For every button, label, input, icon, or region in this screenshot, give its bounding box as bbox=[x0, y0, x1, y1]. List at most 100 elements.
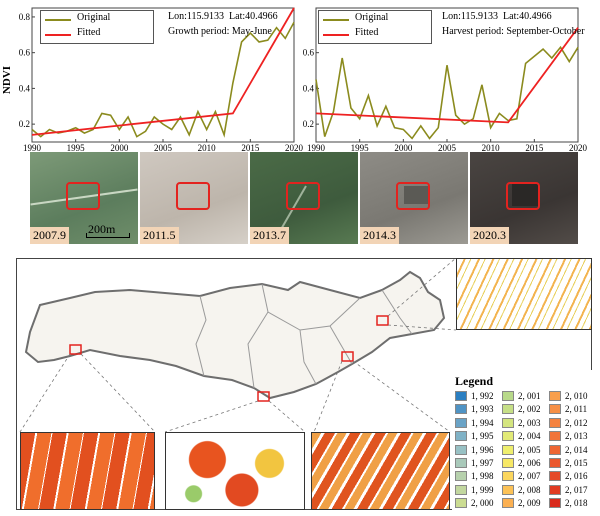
year-legend bbox=[452, 370, 592, 512]
x-tick-label: 2000 bbox=[394, 143, 413, 152]
chart-0-annotations: Original Fitted Lon:115.9133 Lat:40.4966… bbox=[40, 10, 310, 50]
legend-label: 2, 009 bbox=[518, 498, 541, 509]
chart-1-coords: Lon:115.9133 Lat:40.4966 bbox=[442, 11, 552, 22]
legend-swatch bbox=[549, 431, 561, 442]
zoom-inset-northeast bbox=[456, 258, 592, 330]
highlight-box bbox=[286, 182, 320, 210]
y-axis-label: NDVI bbox=[1, 66, 13, 94]
x-tick-label: 1995 bbox=[351, 143, 370, 152]
scale-bar-label: 200m bbox=[88, 222, 116, 236]
y-tick-label: 0.8 bbox=[19, 12, 31, 22]
legend-label: 1, 997 bbox=[471, 458, 494, 468]
legend-swatch bbox=[502, 391, 514, 401]
legend-swatch bbox=[502, 431, 514, 442]
y-tick-label: 0.6 bbox=[19, 48, 31, 58]
legend-fitted-label: Fitted bbox=[77, 27, 101, 38]
scale-bar: 200m bbox=[86, 222, 130, 240]
legend-label: 2, 004 bbox=[518, 431, 541, 442]
legend-label: 2, 001 bbox=[518, 391, 541, 401]
y-tick-label: 0.4 bbox=[19, 83, 31, 93]
highlight-box bbox=[396, 182, 430, 210]
fitted-line-swatch bbox=[323, 34, 349, 36]
dark-field bbox=[512, 184, 540, 206]
study-area-boundary bbox=[24, 270, 446, 400]
legend-label: 1, 992 bbox=[471, 391, 494, 401]
satellite-image-2007: 2007.9 bbox=[30, 152, 138, 244]
legend-label: 2, 007 bbox=[518, 471, 541, 482]
x-tick-label: 2020 bbox=[285, 143, 304, 152]
legend-label: 2, 011 bbox=[565, 404, 588, 415]
legend-swatch bbox=[502, 498, 514, 509]
legend-label: 2, 017 bbox=[565, 484, 588, 495]
chart-0-coords: Lon:115.9133 Lat:40.4966 bbox=[168, 11, 278, 22]
date-label: 2011.5 bbox=[140, 227, 179, 244]
original-series-line bbox=[31, 21, 295, 138]
scale-bar-tick bbox=[129, 233, 130, 238]
legend-label: 2, 018 bbox=[565, 498, 588, 509]
legend-swatch bbox=[455, 444, 467, 455]
lon-label: Lon:115.9133 bbox=[168, 11, 225, 22]
legend-label: 2, 002 bbox=[518, 404, 541, 415]
legend-swatch bbox=[549, 484, 561, 495]
x-tick-label: 2010 bbox=[198, 143, 217, 152]
district-boundary bbox=[329, 325, 353, 365]
x-tick-label: 1995 bbox=[67, 143, 86, 152]
highlight-box bbox=[506, 182, 540, 210]
legend-swatch bbox=[502, 404, 514, 415]
date-label: 2013.7 bbox=[250, 227, 289, 244]
date-label: 2007.9 bbox=[30, 227, 69, 244]
y-tick-label: 0.2 bbox=[303, 119, 314, 129]
location-marker bbox=[341, 351, 354, 362]
legend-swatch bbox=[549, 471, 561, 482]
zoom-inset-west bbox=[20, 432, 155, 510]
highlight-box bbox=[66, 182, 100, 210]
legend-swatch bbox=[549, 458, 561, 468]
legend-swatch bbox=[549, 391, 561, 401]
chart-1-annotations: Original Fitted Lon:115.9133 Lat:40.4966… bbox=[318, 10, 588, 50]
legend-label: 1, 998 bbox=[471, 471, 494, 482]
district-boundary bbox=[195, 295, 207, 377]
legend-label: 2, 013 bbox=[565, 431, 588, 442]
legend-label: 2, 000 bbox=[471, 498, 494, 509]
satellite-image-2014: 2014.3 bbox=[360, 152, 468, 244]
lon-label: Lon:115.9133 bbox=[442, 11, 499, 22]
x-tick-label: 2015 bbox=[241, 143, 260, 152]
legend-fitted-label: Fitted bbox=[355, 27, 379, 38]
location-marker bbox=[376, 315, 389, 326]
period-label: Growth period: May-June bbox=[168, 26, 272, 37]
district-boundary bbox=[247, 311, 269, 389]
legend-swatch bbox=[502, 471, 514, 482]
legend-label: 1, 994 bbox=[471, 417, 494, 428]
legend-label: 2, 016 bbox=[565, 471, 588, 482]
legend-swatch bbox=[455, 471, 467, 482]
original-line-swatch bbox=[323, 19, 349, 21]
zoom-inset-south bbox=[165, 432, 305, 510]
district-boundary bbox=[381, 289, 413, 335]
legend-swatch bbox=[549, 498, 561, 509]
location-marker bbox=[69, 344, 82, 355]
lat-label: Lat:40.4966 bbox=[229, 11, 278, 22]
satellite-image-2020: 2020.3 bbox=[470, 152, 578, 244]
fitted-series-line bbox=[31, 7, 295, 136]
satellite-image-2011: 2011.5 bbox=[140, 152, 248, 244]
chart-1-legend: Original Fitted bbox=[318, 10, 432, 44]
legend-title: Legend bbox=[455, 374, 494, 388]
legend-label: 2, 006 bbox=[518, 458, 541, 468]
legend-label: 2, 008 bbox=[518, 484, 541, 495]
legend-label: 1, 996 bbox=[471, 444, 494, 455]
scale-bar-line bbox=[86, 237, 130, 238]
scale-bar-tick bbox=[86, 233, 87, 238]
y-tick-label: 0.6 bbox=[303, 48, 315, 58]
legend-swatch bbox=[455, 391, 467, 401]
legend-swatch bbox=[549, 417, 561, 428]
fitted-series-line bbox=[315, 27, 579, 124]
legend-label: 1, 993 bbox=[471, 404, 494, 415]
legend-label: 1, 995 bbox=[471, 431, 494, 442]
legend-original-label: Original bbox=[77, 12, 111, 23]
x-tick-label: 1990 bbox=[307, 143, 326, 152]
legend-swatch bbox=[549, 444, 561, 455]
legend-label: 2, 014 bbox=[565, 444, 588, 455]
zoom-inset-central bbox=[311, 432, 450, 510]
chart-growth-period: 1990 1995 2000 2005 2010 2015 2020 0.2 0.4 0.6 0.8 bbox=[19, 7, 304, 152]
